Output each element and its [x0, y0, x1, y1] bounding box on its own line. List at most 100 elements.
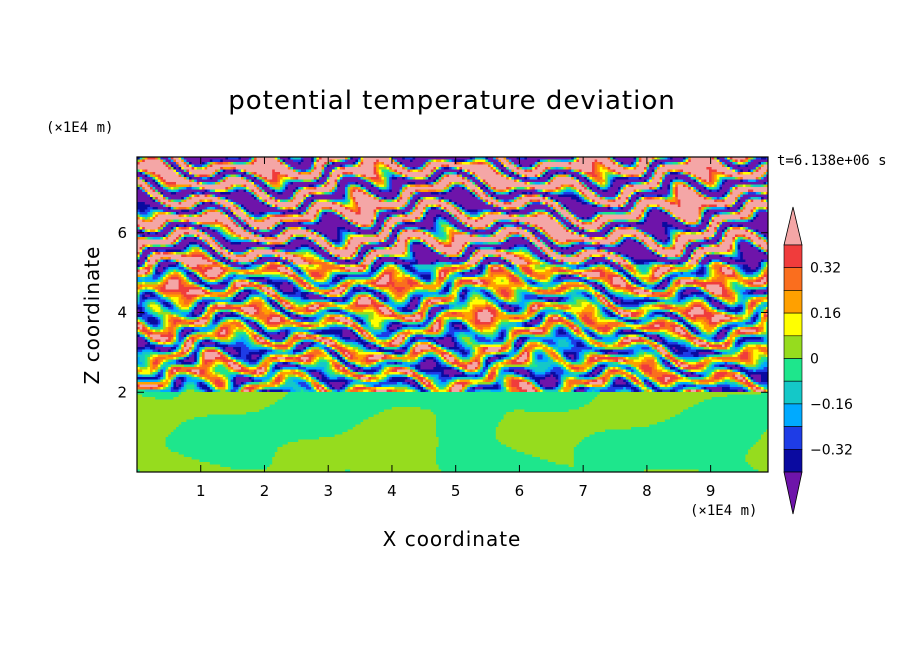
contour-cell — [670, 212, 673, 215]
contour-cell — [430, 234, 434, 238]
contour-cell — [501, 257, 504, 260]
contour-cell — [560, 192, 564, 195]
contour-cell — [230, 232, 234, 235]
contour-cell — [300, 157, 304, 160]
contour-cell — [397, 194, 400, 198]
contour-cell — [766, 194, 768, 198]
contour-cell — [394, 227, 403, 230]
contour-cell — [586, 217, 590, 220]
contour-cell — [207, 242, 211, 245]
contour-cell — [462, 174, 465, 178]
contour-cell — [662, 194, 668, 198]
contour-cell — [602, 254, 606, 258]
contour-cell — [649, 244, 658, 248]
contour-cell — [732, 174, 762, 178]
contour-cell — [332, 167, 335, 170]
contour-cell — [186, 227, 190, 230]
contour-cell — [464, 244, 468, 248]
contour-cell — [649, 182, 658, 185]
contour-cell — [243, 254, 247, 258]
contour-cell — [137, 167, 169, 170]
contour-cell — [701, 239, 705, 243]
contour-cell — [196, 192, 200, 195]
contour-cell — [378, 177, 382, 180]
contour-cell — [168, 157, 172, 160]
contour-cell — [732, 219, 736, 223]
contour-cell — [745, 227, 749, 230]
contour-cell — [350, 184, 356, 188]
contour-cell — [688, 182, 692, 185]
contour-cell — [371, 177, 380, 180]
contour-cell — [553, 239, 556, 243]
contour-cell — [625, 204, 634, 208]
contour-cell — [181, 237, 185, 240]
contour-cell — [620, 194, 629, 198]
contour-cell — [651, 189, 655, 193]
contour-cell — [589, 189, 593, 193]
contour-cell — [594, 202, 598, 205]
contour-cell — [688, 222, 697, 225]
contour-cell — [722, 237, 725, 240]
contour-cell — [532, 212, 536, 215]
contour-cell — [207, 257, 211, 260]
contour-cell — [758, 209, 767, 213]
contour-cell — [228, 227, 231, 230]
contour-cell — [137, 179, 143, 183]
contour-cell — [394, 242, 398, 245]
contour-cell — [566, 254, 569, 258]
contour-cell — [482, 182, 486, 185]
contour-cell — [308, 204, 312, 208]
contour-cell — [464, 177, 468, 180]
contour-cell — [316, 192, 322, 195]
contour-cell — [300, 189, 330, 193]
contour-cell — [178, 214, 182, 218]
contour-cell — [753, 159, 768, 163]
contour-cell — [308, 167, 312, 170]
contour-cell — [324, 257, 328, 260]
contour-cell — [477, 234, 481, 238]
contour-cell — [189, 194, 192, 198]
contour-cell — [615, 239, 619, 243]
contour-cell — [709, 177, 712, 180]
contour-cell — [469, 257, 473, 260]
contour-cell — [677, 162, 681, 165]
contour-cell — [524, 204, 528, 208]
contour-cell — [534, 214, 538, 218]
contour-cell — [703, 239, 707, 243]
contour-cell — [737, 159, 741, 163]
contour-cell — [142, 157, 146, 160]
contour-cell — [602, 257, 606, 260]
contour-cell — [576, 252, 580, 255]
contour-cell — [235, 219, 242, 223]
contour-cell — [620, 242, 624, 245]
contour-cell — [755, 164, 759, 168]
contour-cell — [163, 192, 172, 195]
contour-cell — [654, 167, 658, 170]
contour-cell — [540, 239, 543, 243]
contour-cell — [368, 179, 372, 183]
contour-cell — [391, 229, 395, 233]
contour-cell — [508, 234, 512, 238]
contour-cell — [675, 232, 679, 235]
contour-cell — [693, 249, 697, 253]
contour-cell — [381, 174, 385, 178]
contour-cell — [293, 239, 309, 243]
contour-cell — [225, 187, 229, 190]
contour-cell — [607, 249, 611, 253]
contour-cell — [594, 184, 598, 188]
contour-cell — [750, 199, 754, 203]
contour-cell — [303, 194, 307, 198]
contour-cell — [644, 229, 666, 233]
contour-cell — [737, 209, 741, 213]
contour-cell — [677, 197, 705, 200]
contour-cell — [758, 249, 762, 253]
contour-cell — [394, 224, 398, 228]
contour-cell — [514, 197, 517, 200]
contour-cell — [727, 159, 731, 163]
contour-cell — [766, 172, 768, 175]
contour-cell — [633, 234, 637, 238]
contour-cell — [563, 204, 567, 208]
contour-cell — [423, 244, 426, 248]
contour-cell — [303, 227, 307, 230]
contour-cell — [272, 249, 276, 253]
